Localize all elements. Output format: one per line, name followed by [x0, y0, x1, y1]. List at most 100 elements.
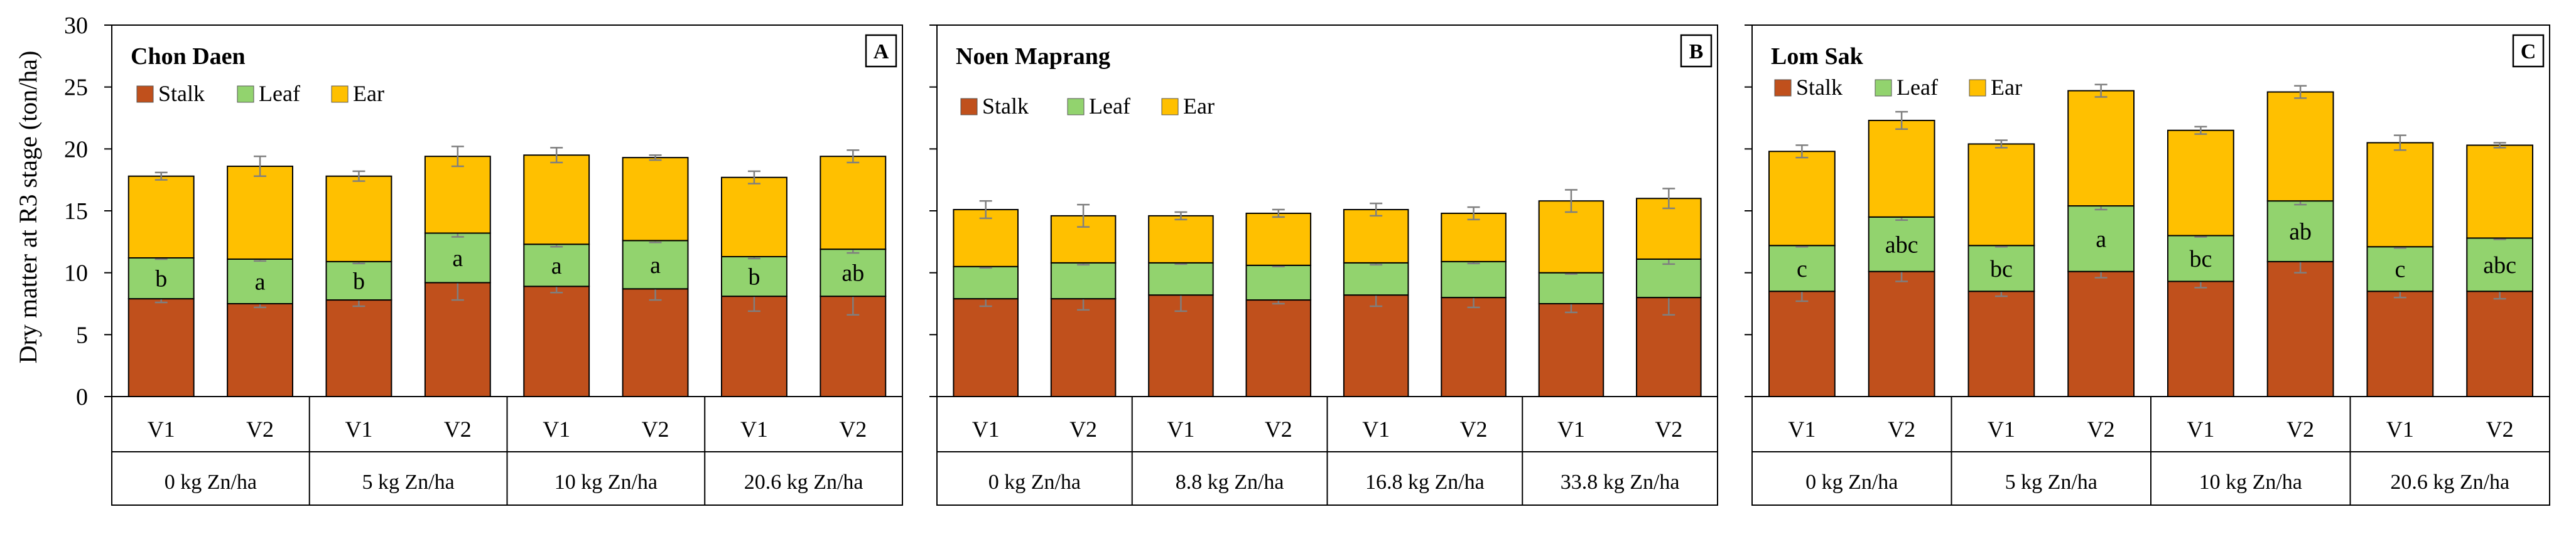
- significance-label: bc: [1990, 256, 2013, 282]
- group-label: 20.6 kg Zn/ha: [2390, 471, 2509, 494]
- y-tick-label: 30: [64, 13, 88, 39]
- significance-label: a: [2096, 226, 2106, 252]
- legend-swatch-leaf: [237, 85, 254, 103]
- bar-leaf: [2366, 246, 2434, 292]
- panel-title: Lom Sak: [1771, 43, 1864, 70]
- legend-swatch-stalk: [960, 98, 978, 115]
- bar-leaf: [424, 232, 491, 284]
- bar-ear: [227, 165, 293, 260]
- x-tick-label: V2: [642, 417, 669, 442]
- x-tick-label: V2: [1265, 417, 1292, 442]
- bar-leaf: [1636, 258, 1702, 299]
- bar-ear: [2466, 144, 2534, 239]
- legend-swatch-ear: [1161, 98, 1179, 115]
- legend-swatch-leaf: [1875, 79, 1892, 97]
- x-tick-label: V1: [1557, 417, 1585, 442]
- y-axis-title: Dry matter at R3 stage (ton/ha): [14, 51, 42, 364]
- bar-leaf: [953, 265, 1019, 300]
- bar-stalk: [1245, 299, 1312, 397]
- bar-ear: [1148, 215, 1214, 264]
- bar-leaf: [1768, 245, 1836, 292]
- bar-ear: [2067, 90, 2135, 207]
- x-tick-label: V1: [2386, 417, 2414, 442]
- legend-label-ear: Ear: [1183, 93, 1215, 119]
- bar-stalk: [1967, 291, 2035, 397]
- bar-ear: [2266, 91, 2334, 202]
- bar-stalk: [127, 298, 195, 397]
- bar-ear: [2167, 129, 2234, 237]
- bar-leaf: [227, 258, 293, 304]
- bar-ear: [325, 175, 392, 262]
- y-tick-label: 15: [64, 198, 88, 225]
- bar-stalk: [2366, 291, 2434, 397]
- x-tick-label: V1: [543, 417, 570, 442]
- legend-label-leaf: Leaf: [259, 81, 300, 106]
- group-label: 16.8 kg Zn/ha: [1365, 471, 1485, 494]
- y-tick-label: 25: [64, 75, 88, 101]
- legend-label-stalk: Stalk: [158, 81, 205, 106]
- panel-letter: C: [2521, 40, 2536, 63]
- y-tick-label: 5: [76, 322, 88, 348]
- bar-ear: [424, 156, 491, 234]
- y-axis: 0 5 10 15 20 25 30: [64, 13, 112, 410]
- bar-stalk: [622, 288, 689, 397]
- bar-leaf: [2067, 205, 2135, 272]
- bar-leaf: [1245, 264, 1312, 301]
- x-tick-label: V2: [1888, 417, 1915, 442]
- bar-ear: [1768, 151, 1836, 247]
- bar-ear: [721, 176, 787, 258]
- x-tick-label: V1: [345, 417, 372, 442]
- x-tick-label: V2: [246, 417, 274, 442]
- x-tick-label: V2: [1460, 417, 1488, 442]
- significance-label: b: [353, 268, 365, 294]
- x-tick-label: V1: [1167, 417, 1194, 442]
- legend-label-leaf: Leaf: [1897, 75, 1938, 100]
- x-tick-label: V2: [1069, 417, 1097, 442]
- bar-leaf: [2167, 235, 2234, 282]
- legend-swatch-stalk: [1774, 79, 1792, 97]
- panel-letter-box: [865, 34, 897, 68]
- significance-label: abc: [1885, 232, 1918, 258]
- significance-label: ab: [842, 260, 864, 287]
- bar-stalk: [2466, 291, 2534, 397]
- legend-swatch-ear: [1969, 79, 1986, 97]
- x-tick-label: V1: [740, 417, 768, 442]
- bar-leaf: [622, 240, 689, 290]
- bar-leaf: [1148, 262, 1214, 296]
- bar-stalk: [227, 303, 293, 397]
- bar-stalk: [2266, 260, 2334, 398]
- panel-letter-box: [2512, 34, 2545, 68]
- bar-stalk: [1441, 297, 1507, 397]
- significance-label: b: [155, 266, 167, 292]
- panel-letter: A: [874, 40, 889, 63]
- chart-panel-chon-daen: Chon Daen A Stalk Leaf Ear b V1 a V2 b V1 a V2 a V1 a V2…: [111, 24, 903, 506]
- bar-stalk: [325, 299, 392, 397]
- bar-stalk: [1768, 291, 1836, 397]
- panel-title: Chon Daen: [131, 43, 246, 70]
- group-label: 10 kg Zn/ha: [555, 471, 658, 494]
- x-tick-label: V2: [2286, 417, 2314, 442]
- significance-label: ab: [2289, 219, 2312, 245]
- panel-letter-box: [1680, 34, 1713, 68]
- x-tick-label: V2: [444, 417, 472, 442]
- group-label: 0 kg Zn/ha: [165, 471, 257, 494]
- y-tick-label: 10: [64, 260, 88, 287]
- bar-leaf: [1441, 260, 1507, 299]
- panel-letter: B: [1689, 40, 1704, 63]
- bar-ear: [1343, 209, 1409, 264]
- x-tick-label: V1: [972, 417, 1000, 442]
- legend-label-stalk: Stalk: [1796, 75, 1843, 100]
- x-tick-label: V2: [2087, 417, 2115, 442]
- bar-leaf: [2266, 200, 2334, 262]
- bar-stalk: [2067, 270, 2135, 397]
- legend-label-leaf: Leaf: [1089, 93, 1130, 119]
- bar-leaf: [1538, 272, 1605, 304]
- legend-label-stalk: Stalk: [982, 93, 1029, 119]
- bar-leaf: [1343, 262, 1409, 296]
- bar-ear: [1868, 119, 1935, 218]
- group-label: 5 kg Zn/ha: [2005, 471, 2097, 494]
- bar-ear: [622, 157, 689, 242]
- group-label: 5 kg Zn/ha: [362, 471, 454, 494]
- significance-label: c: [1797, 256, 1807, 282]
- x-tick-label: V1: [1362, 417, 1390, 442]
